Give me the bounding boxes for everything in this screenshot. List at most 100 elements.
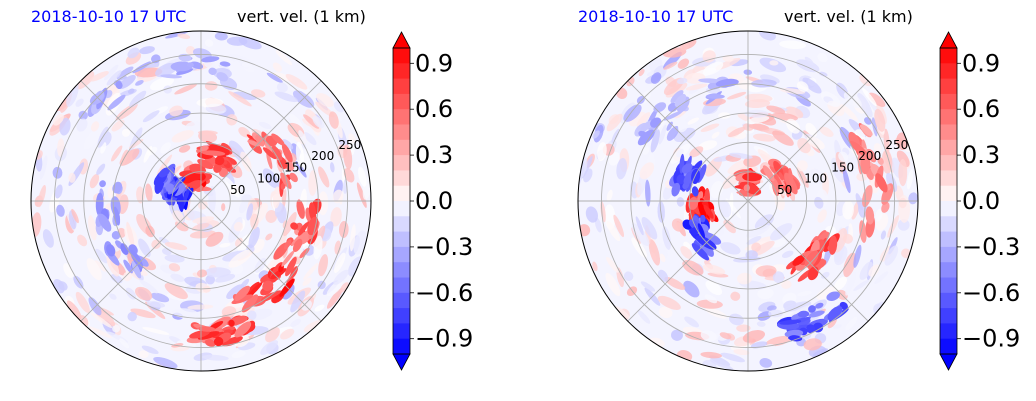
field-cell <box>196 97 224 108</box>
field-cell <box>75 291 90 313</box>
field-cell <box>295 141 304 168</box>
field-cell <box>88 215 97 241</box>
field-feature-cell <box>266 151 273 170</box>
field-cell <box>129 90 147 108</box>
colorbar-level <box>393 231 410 248</box>
field-cell <box>705 307 727 319</box>
field-cell <box>37 184 46 208</box>
field-feature-cell <box>231 294 253 305</box>
field-cell <box>616 157 628 180</box>
field-feature-cell <box>189 330 210 339</box>
field-cell <box>138 350 149 359</box>
angular-gridline <box>627 200 749 322</box>
angular-gridline <box>80 200 202 322</box>
field-cell <box>330 162 335 173</box>
field-cell <box>192 216 215 224</box>
field-cell <box>358 166 367 187</box>
field-cell <box>704 294 718 304</box>
angular-gridline <box>627 80 749 202</box>
angular-gridline <box>200 200 322 322</box>
field-cell <box>637 310 651 324</box>
field-cell <box>814 196 824 209</box>
field-cell <box>226 36 248 46</box>
right-title-date: 2018-10-10 17 UTC <box>578 7 734 26</box>
field-feature-cell <box>866 148 877 163</box>
field-cell <box>233 221 243 232</box>
field-feature-cell <box>859 124 873 137</box>
field-cell <box>134 286 153 301</box>
field-cell <box>853 279 870 291</box>
field-cell <box>650 129 660 153</box>
right-panel: 2018-10-10 17 UTC vert. vel. (1 km) 50 10… <box>518 0 1036 401</box>
field-feature-cell <box>877 157 884 165</box>
field-cell <box>832 324 842 329</box>
field-feature-cell <box>216 72 228 82</box>
field-cell <box>786 118 801 134</box>
field-feature-cell <box>271 133 285 146</box>
field-cell <box>326 288 343 309</box>
field-cell <box>851 200 860 220</box>
field-cell <box>718 199 732 218</box>
field-cell <box>150 292 170 303</box>
field-cell <box>316 93 334 108</box>
field-cell <box>59 117 71 136</box>
colorbar-tick-label: −0.6 <box>962 279 1020 307</box>
field-cell <box>318 166 330 188</box>
field-cell <box>205 274 215 285</box>
field-cell <box>146 301 166 308</box>
field-cell <box>683 280 700 298</box>
field-feature-cell <box>270 268 287 280</box>
field-feature-cell <box>637 129 655 146</box>
field-feature-cell <box>118 74 136 89</box>
field-cell <box>606 256 619 273</box>
field-feature-cell <box>671 182 681 197</box>
field-cell <box>729 152 753 159</box>
field-cell <box>631 223 650 246</box>
field-cell <box>90 121 100 132</box>
field-cell <box>168 263 181 272</box>
field-cell <box>766 105 786 114</box>
colorbar-level <box>393 201 410 217</box>
field-feature-cell <box>859 220 867 243</box>
colorbar-tick-label: −0.9 <box>415 325 473 353</box>
field-cell <box>169 105 183 117</box>
field-cell <box>623 271 634 281</box>
field-feature-cell <box>292 238 303 252</box>
field-cell <box>638 69 645 77</box>
field-cell <box>868 264 880 277</box>
field-cell <box>164 254 185 263</box>
field-cell <box>138 238 151 258</box>
colorbar-level <box>393 185 410 202</box>
field-cell <box>95 260 106 272</box>
field-feature-cell <box>862 185 873 208</box>
field-feature-cell <box>200 145 209 152</box>
field-cell <box>730 291 741 301</box>
field-cell <box>88 296 102 316</box>
field-cell <box>251 89 266 98</box>
field-cell <box>171 130 194 143</box>
field-cell <box>664 276 686 290</box>
colorbar: 0.9 0.6 0.3 0.0 −0.3 −0.6 −0.9 <box>392 31 473 371</box>
field-cell <box>356 182 367 208</box>
colorbar-level <box>940 185 957 202</box>
field-cell <box>700 123 720 132</box>
colorbar-level <box>393 216 410 233</box>
field-cell <box>884 245 899 266</box>
field-cell <box>874 108 886 132</box>
field-feature-cell <box>198 326 216 332</box>
field-cell <box>295 160 307 178</box>
field-cell <box>237 233 254 252</box>
field-cell <box>702 61 724 76</box>
radial-tick-label: 100 <box>257 172 280 186</box>
colorbar-tick-label: 0.9 <box>962 49 1000 77</box>
field-feature-cell <box>828 235 838 255</box>
field-cell <box>313 235 323 260</box>
field-cell <box>52 113 64 126</box>
field-cell <box>748 123 770 131</box>
left-polar-chart: 50 100 150 200 250 0.9 0.6 0.3 0.0 −0.3 −0.6 −0.9 <box>30 30 473 372</box>
field-feature-cell <box>197 331 220 340</box>
field-feature-cell <box>688 196 699 210</box>
radial-tick-label: 100 <box>804 172 827 186</box>
field-feature-cell <box>255 135 265 147</box>
field-feature-cell <box>187 62 194 68</box>
